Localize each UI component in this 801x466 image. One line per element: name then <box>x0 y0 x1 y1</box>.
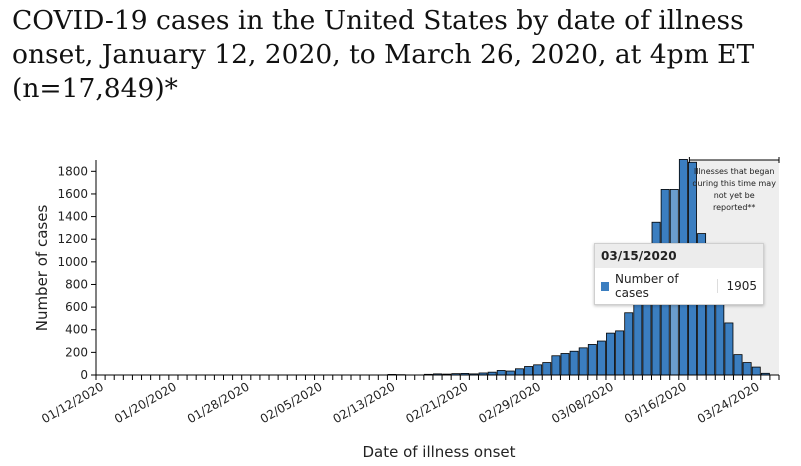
x-tick-label: 02/13/2020 <box>331 379 398 426</box>
chart-title: COVID-19 cases in the United States by d… <box>12 5 755 104</box>
bar-03-22-2020[interactable] <box>733 354 743 376</box>
x-tick-label: 02/05/2020 <box>258 379 325 426</box>
x-tick-label: 03/08/2020 <box>549 379 616 426</box>
x-axis: 01/12/2020 01/20/2020 01/28/2020 02/05/2020… <box>39 374 780 426</box>
x-tick-label: 03/24/2020 <box>695 379 762 426</box>
x-tick-label: 01/12/2020 <box>39 379 106 426</box>
bar-tooltip: 03/15/2020 Number of cases 1905 <box>594 243 764 305</box>
bar-03-10-2020[interactable] <box>624 312 634 376</box>
x-tick-label: 03/16/2020 <box>622 379 689 426</box>
y-tick-label: 800 <box>65 277 88 291</box>
y-tick-label: 1000 <box>57 255 88 269</box>
x-tick-label: 02/29/2020 <box>476 379 543 426</box>
tooltip-value: 1905 <box>717 279 757 293</box>
bar-03-02-2020[interactable] <box>551 355 561 376</box>
bar-03-24-2020[interactable] <box>751 366 761 376</box>
y-axis: 0 200 400 600 800 1000 1200 1400 1600 1800 <box>57 160 97 382</box>
y-tick-label: 1400 <box>57 210 88 224</box>
bar-03-21-2020[interactable] <box>724 322 734 376</box>
bar-03-07-2020[interactable] <box>596 340 606 376</box>
y-tick-label: 600 <box>65 300 88 314</box>
bar-02-28-2020[interactable] <box>524 366 534 376</box>
bar-03-23-2020[interactable] <box>742 362 752 376</box>
annotation-text-line: reported** <box>713 203 755 212</box>
bar-02-29-2020[interactable] <box>533 364 543 376</box>
y-tick-label: 1800 <box>57 164 88 178</box>
bar-03-09-2020[interactable] <box>615 330 625 376</box>
bar-02-25-2020[interactable] <box>496 370 506 376</box>
bar-02-26-2020[interactable] <box>505 370 515 376</box>
annotation-text-line: not yet be <box>714 191 755 200</box>
y-tick-label: 1600 <box>57 187 88 201</box>
bar-03-03-2020[interactable] <box>560 353 570 376</box>
y-axis-label: Number of cases <box>33 205 51 332</box>
annotation-text-line: Illnesses that began <box>694 167 775 176</box>
bar-03-08-2020[interactable] <box>606 332 615 376</box>
tooltip-series-name: Number of cases <box>615 272 679 300</box>
bar-02-27-2020[interactable] <box>515 368 524 376</box>
x-tick-label: 01/28/2020 <box>185 379 252 426</box>
bar-03-06-2020[interactable] <box>587 344 597 376</box>
annotation-text-line: during this time may <box>692 179 776 188</box>
y-tick-label: 200 <box>65 345 88 359</box>
y-tick-label: 0 <box>80 368 88 382</box>
shaded-annotation: Illnesses that began during this time may… <box>688 157 780 212</box>
x-tick-label: 02/21/2020 <box>403 379 470 426</box>
bar-03-01-2020[interactable] <box>542 362 552 376</box>
y-tick-label: 1200 <box>57 232 88 246</box>
bar-03-04-2020[interactable] <box>569 350 579 376</box>
tooltip-series-swatch <box>601 281 610 291</box>
x-axis-label: Date of illness onset <box>362 443 515 461</box>
tooltip-date: 03/15/2020 <box>595 244 763 268</box>
bar-03-05-2020[interactable] <box>578 347 588 376</box>
y-tick-label: 400 <box>65 323 88 337</box>
x-tick-label: 01/20/2020 <box>112 379 179 426</box>
